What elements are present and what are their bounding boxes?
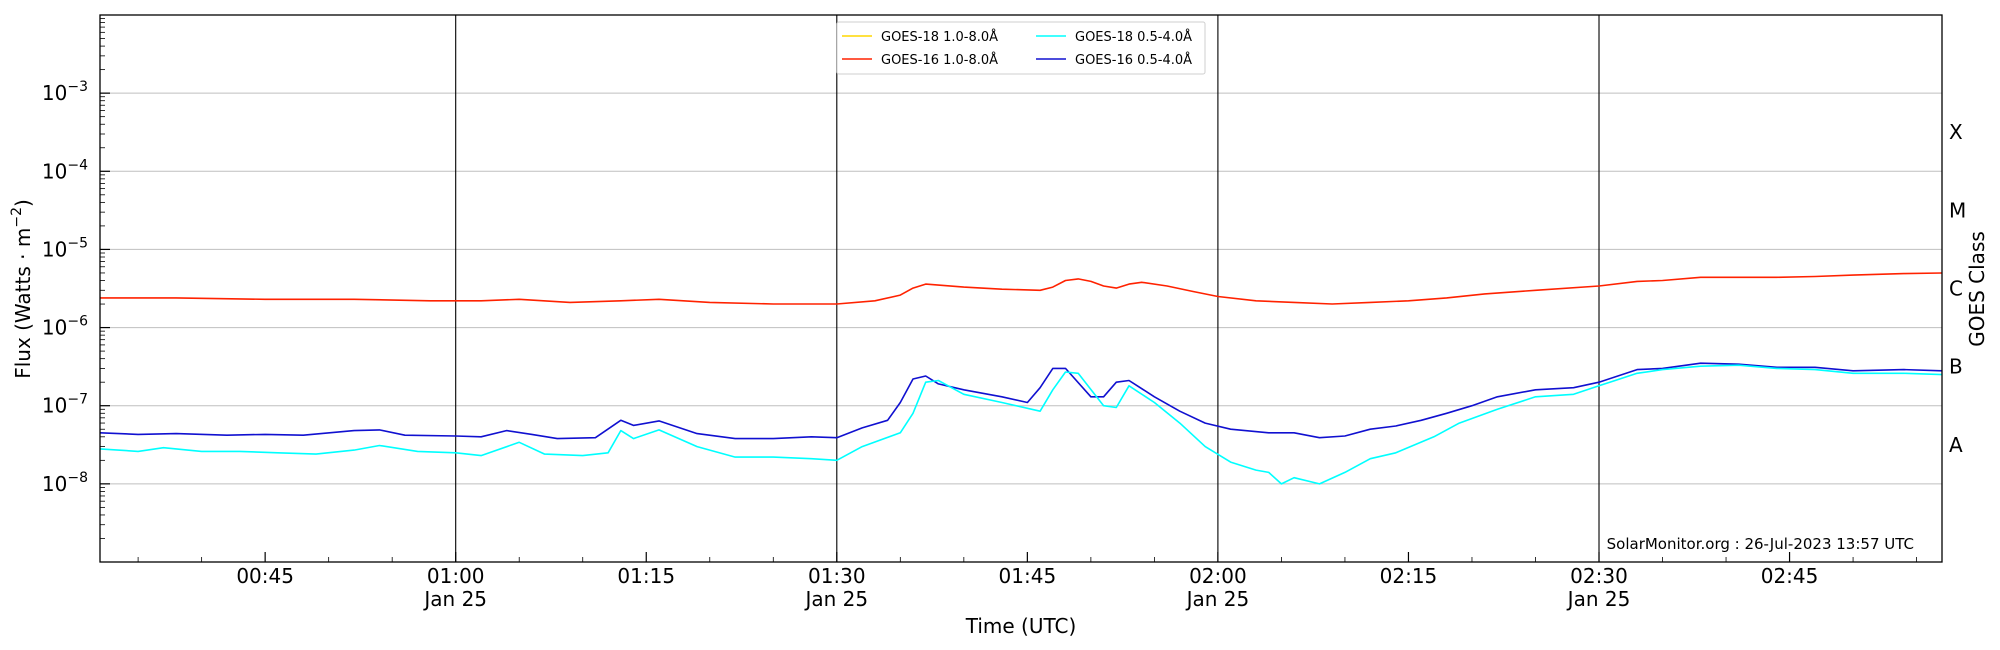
y-tick-base: 10 bbox=[42, 81, 67, 105]
y-tick-exponent: −8 bbox=[67, 470, 88, 486]
horizontal-grid bbox=[100, 92, 1942, 485]
legend-label: GOES-18 0.5-4.0Å bbox=[1075, 29, 1192, 45]
y-tick-base: 10 bbox=[42, 472, 67, 496]
x-tick-label: 02:30 bbox=[1570, 564, 1628, 588]
goes-class-c: C bbox=[1949, 277, 1963, 301]
y-tick-exponent: −4 bbox=[67, 157, 88, 173]
series-line bbox=[99, 362, 1943, 440]
x-axis-title: Time (UTC) bbox=[965, 614, 1077, 638]
goes-class-m: M bbox=[1949, 198, 1966, 222]
y-tick-base: 10 bbox=[42, 394, 67, 418]
x-tick-date: Jan 25 bbox=[803, 587, 868, 611]
y-tick-exponent: −3 bbox=[67, 79, 88, 95]
y-tick-label: 10−6 bbox=[42, 314, 88, 340]
date-marker-lines bbox=[455, 15, 1600, 562]
y-tick-base: 10 bbox=[42, 237, 67, 261]
y-axis-title: Flux (Watts · m−2) bbox=[9, 199, 35, 379]
x-tick-date: Jan 25 bbox=[422, 587, 487, 611]
legend-box bbox=[836, 21, 1206, 75]
x-tick-date: Jan 25 bbox=[1566, 587, 1631, 611]
y-tick-exponent: −6 bbox=[67, 314, 88, 330]
legend-entry-goes18-short: GOES-18 0.5-4.0Å bbox=[1036, 29, 1192, 45]
y-tick-label: 10−4 bbox=[42, 157, 88, 183]
legend-entry-goes16-long: GOES-16 1.0-8.0Å bbox=[842, 52, 998, 68]
y-tick-base: 10 bbox=[42, 159, 67, 183]
x-tick-label: 01:30 bbox=[808, 564, 866, 588]
x-tick-label: 00:45 bbox=[236, 564, 294, 588]
y-tick-exponent: −7 bbox=[67, 392, 88, 408]
y2-axis-title: GOES Class bbox=[1965, 231, 1989, 347]
legend-entry-goes18-long: GOES-18 1.0-8.0Å bbox=[842, 29, 998, 45]
goes-class-b: B bbox=[1949, 355, 1963, 379]
legend-label: GOES-16 1.0-8.0Å bbox=[881, 52, 998, 68]
legend-label: GOES-18 1.0-8.0Å bbox=[881, 29, 998, 45]
x-tick-label: 02:45 bbox=[1761, 564, 1819, 588]
x-tick-date: Jan 25 bbox=[1185, 587, 1250, 611]
goes-class-x: X bbox=[1949, 120, 1963, 144]
series-line bbox=[99, 364, 1943, 485]
y-tick-base: 10 bbox=[42, 316, 67, 340]
credit-text: SolarMonitor.org : 26-Jul-2023 13:57 UTC bbox=[1607, 535, 1914, 553]
y-tick-label: 10−8 bbox=[42, 470, 88, 496]
goes-class-a: A bbox=[1949, 433, 1963, 457]
legend: GOES-18 1.0-8.0Å GOES-18 0.5-4.0Å GOES-1… bbox=[836, 21, 1206, 75]
x-tick-label: 01:15 bbox=[617, 564, 675, 588]
series-line bbox=[100, 272, 1943, 305]
legend-label: GOES-16 0.5-4.0Å bbox=[1075, 52, 1192, 68]
x-tick-label: 01:00 bbox=[427, 564, 485, 588]
x-tick-label: 02:00 bbox=[1189, 564, 1247, 588]
legend-entry-goes16-short: GOES-16 0.5-4.0Å bbox=[1036, 52, 1192, 68]
plot-frame bbox=[99, 14, 1943, 563]
y-tick-label: 10−7 bbox=[42, 392, 88, 418]
x-tick-label: 01:45 bbox=[999, 564, 1057, 588]
y-tick-label: 10−5 bbox=[42, 235, 88, 261]
y-tick-exponent: −5 bbox=[67, 235, 88, 251]
x-tick-label: 02:15 bbox=[1380, 564, 1438, 588]
goes-class-labels: A B C M X bbox=[1949, 120, 1966, 457]
y-tick-label: 10−3 bbox=[42, 79, 88, 105]
flux-series bbox=[99, 272, 1943, 485]
y-axis-ticks: 10−310−410−510−610−710−8 bbox=[42, 18, 110, 539]
